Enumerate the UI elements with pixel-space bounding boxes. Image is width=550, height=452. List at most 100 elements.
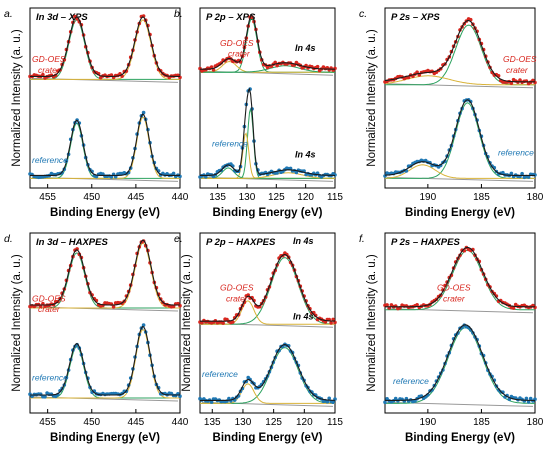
x-tick-label: 440 bbox=[172, 192, 189, 203]
panel-letter: c. bbox=[359, 8, 367, 20]
panel-title: P 2s – XPS bbox=[391, 12, 440, 23]
data-point bbox=[109, 175, 114, 179]
data-point bbox=[509, 171, 514, 176]
data-point bbox=[393, 396, 398, 401]
data-point bbox=[385, 303, 389, 307]
panel-e: 135 130 125 120 115 Binding Energy (eV) Normal… bbox=[174, 232, 343, 444]
component-peak bbox=[200, 167, 335, 179]
component-peak bbox=[200, 60, 335, 73]
component-peak bbox=[385, 327, 535, 404]
x-tick-label: 130 bbox=[235, 417, 252, 428]
data-point bbox=[141, 323, 146, 327]
panel-a: 455 450 445 440 Binding Energy (eV) Normalize… bbox=[4, 7, 189, 219]
x-tick-label: 180 bbox=[527, 417, 544, 428]
series-label-reference: reference bbox=[498, 148, 534, 158]
data-point bbox=[273, 60, 278, 65]
series-label-crater: GD-OES bbox=[503, 54, 537, 64]
panel-letter: b. bbox=[174, 8, 183, 20]
data-point bbox=[231, 320, 235, 324]
fit-line bbox=[385, 324, 535, 401]
data-point bbox=[511, 306, 516, 310]
fit-line bbox=[30, 239, 180, 306]
fit-line bbox=[200, 254, 335, 322]
x-tick-label: 180 bbox=[527, 192, 544, 203]
x-tick-label: 445 bbox=[128, 192, 145, 203]
series-label-crater: crater bbox=[38, 65, 61, 75]
panel-letter: f. bbox=[359, 233, 365, 245]
data-point bbox=[141, 110, 146, 115]
series-label-crater: GD-OES bbox=[32, 293, 66, 303]
panel-d: 455 450 445 440 Binding Energy (eV) Normalize… bbox=[4, 232, 189, 444]
fit-line bbox=[200, 87, 335, 176]
x-tick-label: 135 bbox=[204, 417, 221, 428]
series-label-crater: crater bbox=[226, 293, 249, 303]
x-axis-label: Binding Energy (eV) bbox=[405, 432, 515, 444]
x-tick-label: 190 bbox=[420, 417, 437, 428]
component-peak bbox=[200, 383, 335, 404]
data-point bbox=[331, 317, 335, 322]
panel-b: 135 130 125 120 115 Binding Energy (eV) b. P 2p… bbox=[174, 7, 343, 219]
panel-title: In 3d – XPS bbox=[36, 12, 88, 23]
fit-line bbox=[384, 20, 535, 83]
series-label-reference: reference bbox=[212, 139, 248, 149]
plot-frame bbox=[384, 232, 536, 414]
x-axis-label: Binding Energy (eV) bbox=[213, 207, 323, 219]
x-tick-label: 445 bbox=[128, 417, 145, 428]
series-label-crater: GD-OES bbox=[220, 283, 254, 293]
data-point bbox=[219, 61, 223, 65]
data-point bbox=[528, 396, 533, 401]
data-point bbox=[533, 80, 537, 85]
panel-title: P 2p – XPS bbox=[206, 12, 256, 23]
data-point bbox=[526, 400, 531, 404]
x-tick-label: 190 bbox=[420, 192, 437, 203]
data-point bbox=[430, 388, 434, 392]
component-peak bbox=[30, 329, 180, 399]
x-tick-label: 120 bbox=[297, 192, 314, 203]
plot-frame bbox=[29, 232, 181, 414]
data-point bbox=[520, 171, 524, 176]
data-point bbox=[171, 171, 176, 176]
data-point bbox=[415, 70, 419, 74]
plot-frame bbox=[199, 7, 336, 189]
fit-line bbox=[200, 14, 335, 70]
x-axis-label: Binding Energy (eV) bbox=[50, 207, 160, 219]
data-point bbox=[415, 303, 419, 307]
plot-frame bbox=[384, 7, 536, 189]
fit-line bbox=[200, 344, 335, 401]
x-tick-label: 115 bbox=[327, 417, 343, 428]
panel-c: 190 185 180 Binding Energy (eV) Normalized I… bbox=[359, 7, 544, 219]
data-point bbox=[111, 305, 116, 309]
panel-f: 190 185 180 Binding Energy (eV) Normalized I… bbox=[359, 232, 544, 444]
data-point bbox=[533, 305, 537, 310]
series-label-crater: GD-OES bbox=[437, 283, 471, 293]
x-tick-label: 130 bbox=[239, 192, 256, 203]
x-tick-label: 450 bbox=[83, 192, 100, 203]
component-peak bbox=[30, 19, 180, 80]
component-peak bbox=[384, 164, 535, 179]
component-peak bbox=[200, 172, 335, 179]
data-point bbox=[509, 81, 514, 85]
data-point bbox=[325, 399, 330, 404]
x-tick-label: 120 bbox=[296, 417, 313, 428]
data-point bbox=[43, 395, 47, 399]
data-point bbox=[232, 316, 237, 320]
data-point bbox=[526, 175, 531, 179]
data-point bbox=[315, 64, 320, 69]
panel-letter: a. bbox=[4, 8, 13, 20]
series-label-crater: GD-OES bbox=[220, 38, 254, 48]
x-tick-label: 115 bbox=[327, 192, 343, 203]
y-axis-label: Normalized Intensity (a. u.) bbox=[11, 254, 23, 392]
annotation-in4s: In 4s bbox=[293, 311, 314, 321]
plot-frame bbox=[29, 7, 181, 189]
panel-letter: e. bbox=[174, 233, 183, 245]
series-label-crater: crater bbox=[443, 293, 466, 303]
series-label-reference: reference bbox=[393, 376, 429, 386]
fit-line bbox=[30, 16, 180, 77]
x-tick-label: 440 bbox=[172, 417, 189, 428]
panel-title: In 3d – HAXPES bbox=[36, 237, 108, 248]
y-axis-label: Normalized Intensity (a. u.) bbox=[181, 254, 193, 392]
data-point bbox=[524, 396, 529, 401]
x-tick-label: 135 bbox=[209, 192, 226, 203]
data-point bbox=[288, 166, 293, 171]
